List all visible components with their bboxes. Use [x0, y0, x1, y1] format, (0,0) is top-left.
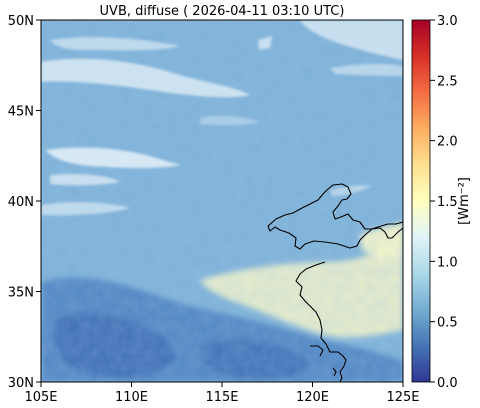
cloud-wisps: [41, 20, 403, 216]
colorbar-tick-label: 2.5: [437, 74, 458, 89]
lat-tick-label: 50N: [8, 14, 34, 29]
lat-tick-label: 30N: [8, 376, 34, 391]
map-area: [41, 20, 403, 382]
lat-tick-label: 45N: [8, 105, 34, 120]
colorbar-bar: [411, 19, 431, 383]
longitude-axis: 105E 110E 115E 120E 125E: [24, 382, 420, 405]
latitude-axis: 50N 45N 40N 35N 30N: [8, 14, 41, 391]
colorbar-tick-label: 1.5: [437, 195, 458, 210]
colorbar-tick-label: 0.5: [437, 316, 458, 331]
colorbar-tick-label: 2.0: [437, 135, 458, 150]
coastline: [267, 183, 403, 382]
lon-tick-label: 115E: [205, 390, 238, 405]
colorbar-tick-label: 0.0: [437, 376, 458, 391]
lon-tick-label: 125E: [386, 390, 419, 405]
colorbar-tick-label: 3.0: [437, 14, 458, 29]
lat-tick-label: 40N: [8, 195, 34, 210]
colorbar: 3.0 2.5 2.0 1.5 1.0 0.5 0.0 [Wm⁻²]: [411, 14, 472, 391]
colorbar-ticks: 3.0 2.5 2.0 1.5 1.0 0.5 0.0: [430, 14, 458, 391]
lat-tick-label: 35N: [8, 286, 34, 301]
lon-tick-label: 110E: [115, 390, 148, 405]
map-title: UVB, diffuse ( 2026-04-11 03:10 UTC): [100, 4, 345, 19]
lon-tick-label: 120E: [296, 390, 329, 405]
colorbar-label: [Wm⁻²]: [457, 177, 472, 225]
lon-tick-label: 105E: [24, 390, 57, 405]
colorbar-tick-label: 1.0: [437, 255, 458, 270]
